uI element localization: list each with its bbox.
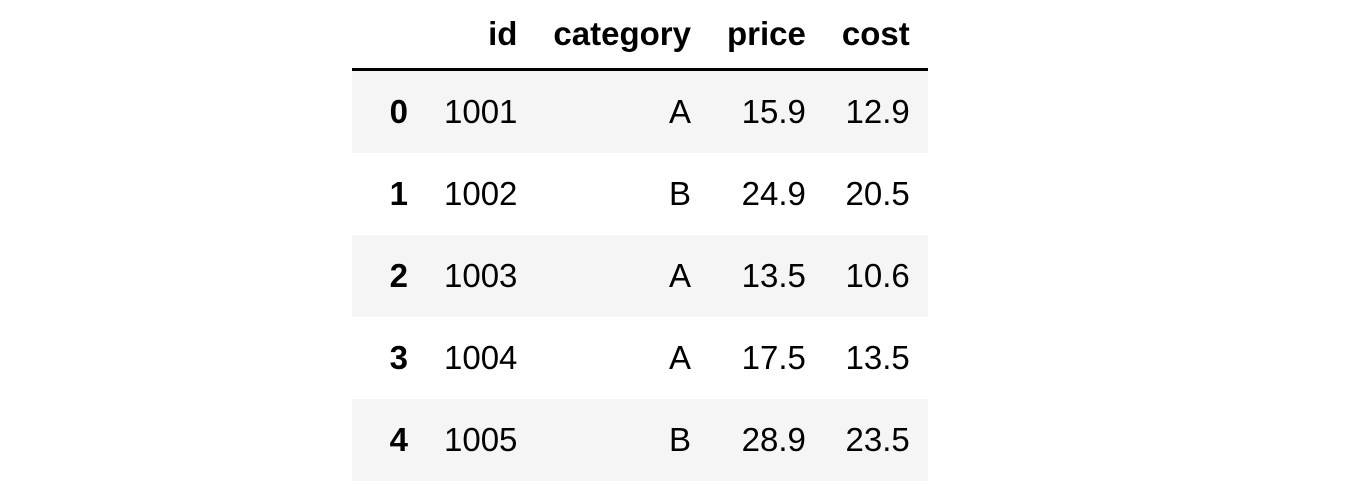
cell-price: 15.9 bbox=[741, 93, 806, 130]
row-index: 3 bbox=[389, 339, 408, 376]
cell-price: 13.5 bbox=[741, 257, 806, 294]
cell-category: A bbox=[668, 257, 691, 294]
cell-id: 1002 bbox=[444, 175, 518, 212]
table-row: 0 1001 A 15.9 12.9 bbox=[352, 69, 928, 153]
column-header-price: price bbox=[708, 0, 824, 71]
row-index: 4 bbox=[389, 421, 408, 458]
table-row: 2 1003 A 13.5 10.6 bbox=[352, 235, 928, 317]
dataframe-output: id category price cost 0 1001 A 15.9 12.… bbox=[352, 0, 928, 481]
cell-cost: 23.5 bbox=[845, 421, 910, 458]
cell-price: 28.9 bbox=[741, 421, 806, 458]
cell-id: 1004 bbox=[444, 339, 518, 376]
table-row: 1 1002 B 24.9 20.5 bbox=[352, 153, 928, 235]
table-row: 4 1005 B 28.9 23.5 bbox=[352, 399, 928, 481]
column-header-cost: cost bbox=[823, 0, 928, 71]
cell-category: B bbox=[668, 175, 691, 212]
row-index: 2 bbox=[389, 257, 408, 294]
cell-price: 17.5 bbox=[741, 339, 806, 376]
cell-id: 1003 bbox=[444, 257, 518, 294]
cell-id: 1005 bbox=[444, 421, 518, 458]
cell-id: 1001 bbox=[444, 93, 518, 130]
row-index: 0 bbox=[389, 93, 408, 130]
table-header: id category price cost bbox=[352, 0, 928, 71]
header-row: id category price cost bbox=[352, 0, 928, 71]
cell-category: A bbox=[668, 93, 691, 130]
cell-cost: 12.9 bbox=[845, 93, 910, 130]
cell-cost: 10.6 bbox=[845, 257, 910, 294]
index-column-header bbox=[352, 0, 426, 71]
cell-price: 24.9 bbox=[741, 175, 806, 212]
column-header-id: id bbox=[426, 0, 536, 71]
table-body: 0 1001 A 15.9 12.9 1 1002 B 24.9 20.5 2 … bbox=[352, 69, 928, 481]
cell-category: A bbox=[668, 339, 691, 376]
row-index: 1 bbox=[389, 175, 408, 212]
cell-category: B bbox=[668, 421, 691, 458]
cell-cost: 13.5 bbox=[845, 339, 910, 376]
dataframe-table: id category price cost 0 1001 A 15.9 12.… bbox=[352, 0, 928, 481]
cell-cost: 20.5 bbox=[845, 175, 910, 212]
table-row: 3 1004 A 17.5 13.5 bbox=[352, 317, 928, 399]
column-header-category: category bbox=[535, 0, 709, 71]
